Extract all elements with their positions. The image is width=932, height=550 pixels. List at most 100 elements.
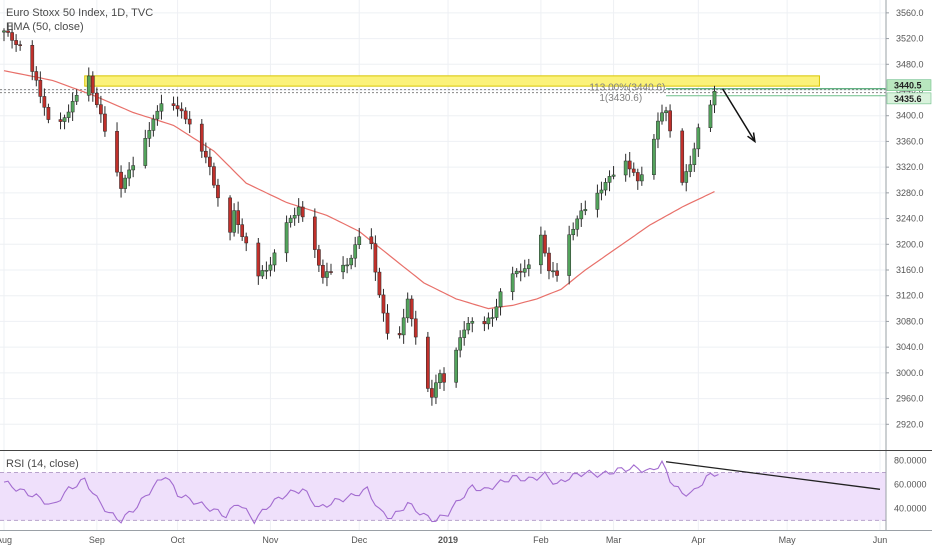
candle-body <box>90 75 95 94</box>
price-tick-label: 3240.0 <box>896 214 924 224</box>
candle-body <box>203 150 208 158</box>
last-price-tag-bg <box>886 92 932 105</box>
candle-body <box>571 228 576 236</box>
candle-body <box>175 105 180 110</box>
time-tick-label: 2019 <box>438 535 458 545</box>
rsi-tick-label: 40.0000 <box>894 503 927 513</box>
candle-body <box>369 236 374 244</box>
candle-body <box>236 210 240 225</box>
candle-body <box>123 177 127 189</box>
candle-body <box>623 160 628 176</box>
candle-body <box>34 71 39 81</box>
candle-body <box>652 138 656 175</box>
candle-body <box>329 271 333 273</box>
candle-body <box>228 197 232 233</box>
candle-body <box>312 216 317 250</box>
candle-body <box>18 44 22 46</box>
candle-body <box>357 236 362 245</box>
candle-body <box>115 131 119 173</box>
candle-body <box>216 184 220 199</box>
candle-body <box>498 291 503 308</box>
candle-body <box>99 104 103 115</box>
price-tick-label: 3360.0 <box>896 136 924 146</box>
price-tick-label: 3280.0 <box>896 188 924 198</box>
price-tick-label: 2920.0 <box>896 419 924 429</box>
candle-body <box>522 268 527 273</box>
candle-body <box>377 271 382 296</box>
chart-title: Euro Stoxx 50 Index, 1D, TVC <box>6 7 153 19</box>
candle-body <box>46 107 51 120</box>
time-tick-label: Jun <box>873 535 888 545</box>
candle-body <box>426 336 430 389</box>
candle-body <box>409 298 414 320</box>
time-tick-label: Dec <box>351 535 368 545</box>
candle-body <box>668 110 672 132</box>
candle-body <box>660 112 664 122</box>
candle-body <box>353 244 358 259</box>
candle-body <box>30 45 35 72</box>
candle-body <box>454 349 458 383</box>
candle-body <box>583 209 588 212</box>
candle-body <box>627 160 632 170</box>
candle-body <box>264 269 269 272</box>
candle-body <box>470 321 475 324</box>
time-tick-label: Aug <box>0 535 12 545</box>
candle-body <box>486 317 491 325</box>
candle-body <box>539 234 543 266</box>
candle-body <box>171 103 176 106</box>
rsi-line <box>3 460 719 525</box>
time-tick-label: Oct <box>171 535 186 545</box>
resistance-zone-layer <box>84 75 820 87</box>
candle-body <box>155 110 160 120</box>
candle-body <box>151 118 156 131</box>
time-tick-label: Apr <box>691 535 705 545</box>
price-tick-label: 3560.0 <box>896 8 924 18</box>
candle-body <box>292 215 297 219</box>
candle-body <box>482 321 487 325</box>
candle-body <box>373 243 378 273</box>
candle-body <box>284 222 289 254</box>
candle-body <box>684 171 689 183</box>
candle-body <box>119 171 123 189</box>
candle-body <box>256 242 261 277</box>
candle-body <box>385 312 390 334</box>
fib-level-label: 1(3430.6) <box>599 93 642 104</box>
time-tick-label: Feb <box>533 535 549 545</box>
candle-body <box>94 92 99 105</box>
candle-body <box>442 373 446 383</box>
price-tick-label: 3160.0 <box>896 265 924 275</box>
candle-body <box>434 382 438 398</box>
candle-body <box>567 234 572 276</box>
candle-body <box>639 174 644 182</box>
candle-body <box>526 264 531 269</box>
candle-body <box>325 271 329 278</box>
candle-body <box>143 138 148 166</box>
price-tick-label: 3120.0 <box>896 291 924 301</box>
candle-body <box>401 317 406 336</box>
candle-body <box>413 318 418 338</box>
candle-body <box>708 104 713 128</box>
candle-body <box>514 270 519 275</box>
candle-body <box>680 130 685 183</box>
candle-body <box>179 108 184 112</box>
candle-body <box>66 111 71 118</box>
price-tick-label: 3080.0 <box>896 316 924 326</box>
candle-body <box>42 96 47 108</box>
candle-body <box>510 273 515 293</box>
candle-body <box>494 306 499 318</box>
last-price-tag-bg <box>886 79 932 91</box>
candle-body <box>462 329 467 338</box>
candle-body <box>296 206 301 216</box>
candle-body <box>543 234 547 254</box>
rsi-tick-label: 60.0000 <box>894 480 927 490</box>
candle-body <box>712 91 717 106</box>
price-tick-label: 2960.0 <box>896 394 924 404</box>
candle-body <box>345 264 349 267</box>
price-tick-label: 3320.0 <box>896 162 924 172</box>
annotation-layer <box>665 88 881 490</box>
fibonacci-layer: 113.00%(3440.6)1(3430.6) <box>0 83 886 104</box>
candle-body <box>212 166 216 186</box>
rsi-band <box>0 472 886 521</box>
candle-body <box>300 206 305 218</box>
